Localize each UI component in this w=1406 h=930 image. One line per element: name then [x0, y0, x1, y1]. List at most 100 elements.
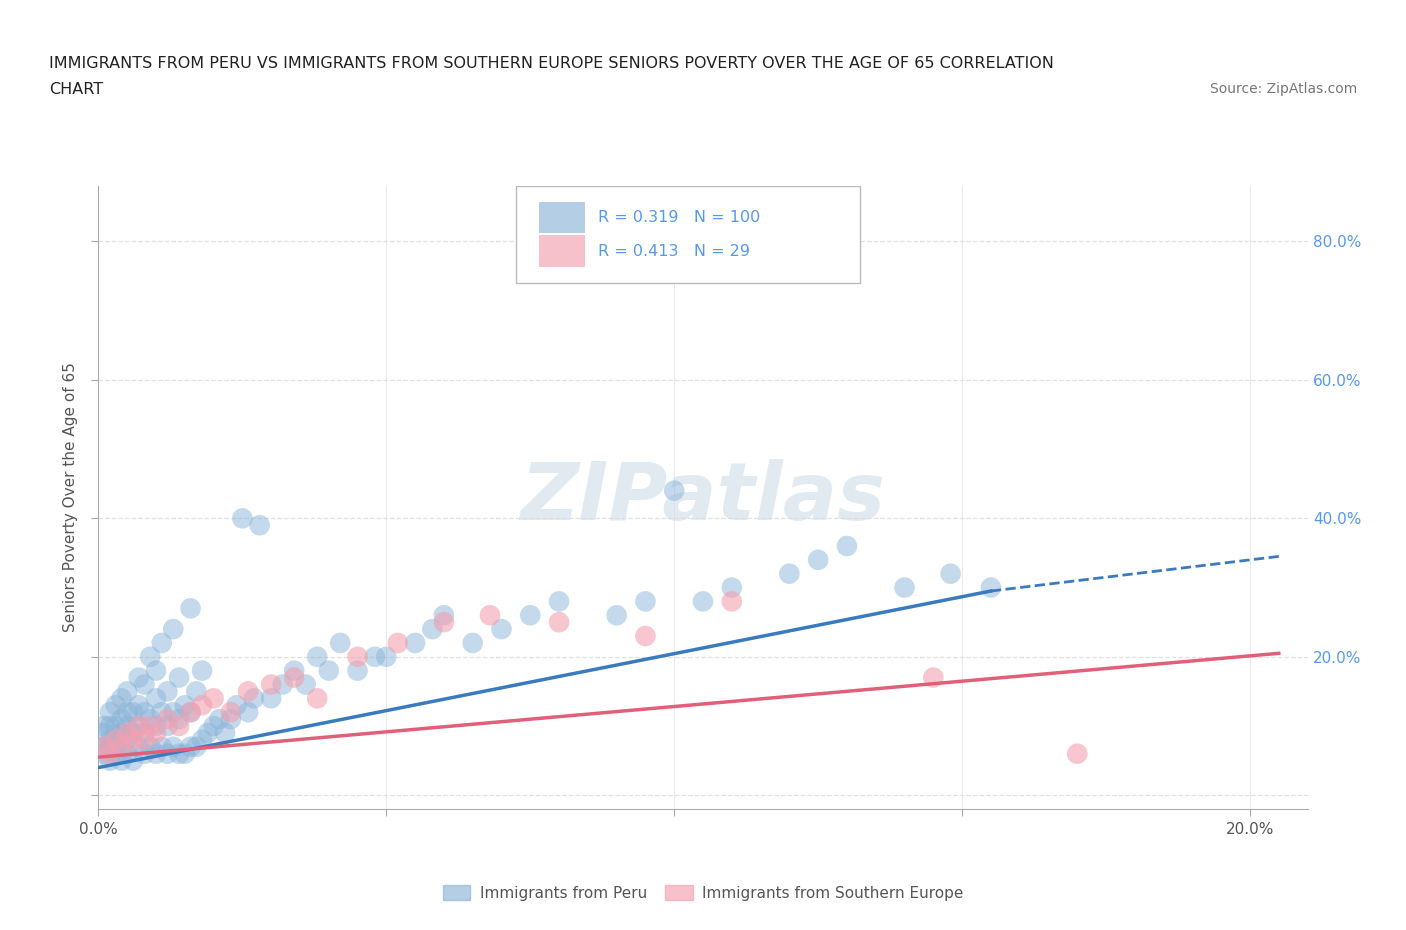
Point — [202, 719, 225, 734]
Point — [491, 621, 513, 636]
Legend: Immigrants from Peru, Immigrants from Southern Europe: Immigrants from Peru, Immigrants from So… — [437, 879, 969, 907]
FancyBboxPatch shape — [516, 186, 860, 283]
Point — [139, 649, 162, 664]
Point — [548, 615, 571, 630]
Point — [720, 594, 742, 609]
Point — [128, 719, 150, 734]
Point — [145, 663, 167, 678]
Point — [173, 698, 195, 712]
Point — [128, 719, 150, 734]
Point — [128, 739, 150, 754]
Point — [139, 711, 162, 726]
Point — [180, 705, 202, 720]
Point — [519, 608, 541, 623]
Point — [219, 705, 242, 720]
Point — [110, 739, 132, 754]
Point — [249, 518, 271, 533]
Point — [110, 739, 132, 754]
Point — [634, 629, 657, 644]
Point — [150, 739, 173, 754]
Point — [186, 739, 208, 754]
Point — [134, 746, 156, 761]
Point — [93, 719, 115, 734]
Point — [98, 739, 121, 754]
Point — [283, 663, 305, 678]
Point — [692, 594, 714, 609]
Point — [134, 677, 156, 692]
Point — [606, 608, 628, 623]
Point — [156, 711, 179, 726]
Point — [307, 649, 329, 664]
Point — [375, 649, 398, 664]
Point — [150, 635, 173, 650]
Text: R = 0.413   N = 29: R = 0.413 N = 29 — [598, 244, 749, 259]
Point — [260, 691, 283, 706]
Text: ZIPatlas: ZIPatlas — [520, 458, 886, 537]
Point — [134, 733, 156, 748]
Point — [893, 580, 915, 595]
FancyBboxPatch shape — [538, 202, 585, 233]
Point — [115, 684, 138, 698]
Point — [364, 649, 387, 664]
Point — [156, 719, 179, 734]
Point — [128, 698, 150, 712]
Point — [346, 649, 368, 664]
Text: CHART: CHART — [49, 82, 103, 97]
Point — [387, 635, 409, 650]
Point — [180, 739, 202, 754]
Point — [461, 635, 484, 650]
Point — [980, 580, 1002, 595]
Point — [98, 753, 121, 768]
Point — [939, 566, 962, 581]
Point — [104, 746, 127, 761]
Point — [110, 711, 132, 726]
Point — [162, 705, 184, 720]
Point — [225, 698, 247, 712]
Point — [180, 705, 202, 720]
Point — [115, 705, 138, 720]
Point — [122, 725, 145, 740]
Y-axis label: Seniors Poverty Over the Age of 65: Seniors Poverty Over the Age of 65 — [63, 363, 79, 632]
Point — [93, 739, 115, 754]
Point — [208, 711, 231, 726]
Point — [98, 746, 121, 761]
Point — [548, 594, 571, 609]
Point — [835, 538, 858, 553]
Point — [110, 691, 132, 706]
Point — [115, 725, 138, 740]
Point — [231, 511, 253, 525]
Point — [433, 608, 456, 623]
Point — [346, 663, 368, 678]
Point — [162, 739, 184, 754]
Point — [214, 725, 236, 740]
Point — [104, 719, 127, 734]
Point — [167, 719, 190, 734]
Point — [173, 746, 195, 761]
Point — [122, 733, 145, 748]
Point — [219, 711, 242, 726]
Point — [139, 719, 162, 734]
Point — [145, 691, 167, 706]
Point — [104, 733, 127, 748]
Point — [156, 746, 179, 761]
Point — [145, 719, 167, 734]
Point — [162, 621, 184, 636]
Point — [433, 615, 456, 630]
Point — [922, 671, 945, 685]
Text: Source: ZipAtlas.com: Source: ZipAtlas.com — [1209, 82, 1357, 96]
Point — [122, 705, 145, 720]
Text: R = 0.319   N = 100: R = 0.319 N = 100 — [598, 209, 761, 225]
Point — [93, 725, 115, 740]
Point — [329, 635, 352, 650]
Point — [139, 739, 162, 754]
Point — [478, 608, 501, 623]
Point — [104, 733, 127, 748]
Point — [134, 705, 156, 720]
Point — [664, 484, 686, 498]
FancyBboxPatch shape — [538, 235, 585, 267]
Point — [202, 691, 225, 706]
Point — [271, 677, 294, 692]
Point — [156, 684, 179, 698]
Point — [150, 705, 173, 720]
Point — [260, 677, 283, 692]
